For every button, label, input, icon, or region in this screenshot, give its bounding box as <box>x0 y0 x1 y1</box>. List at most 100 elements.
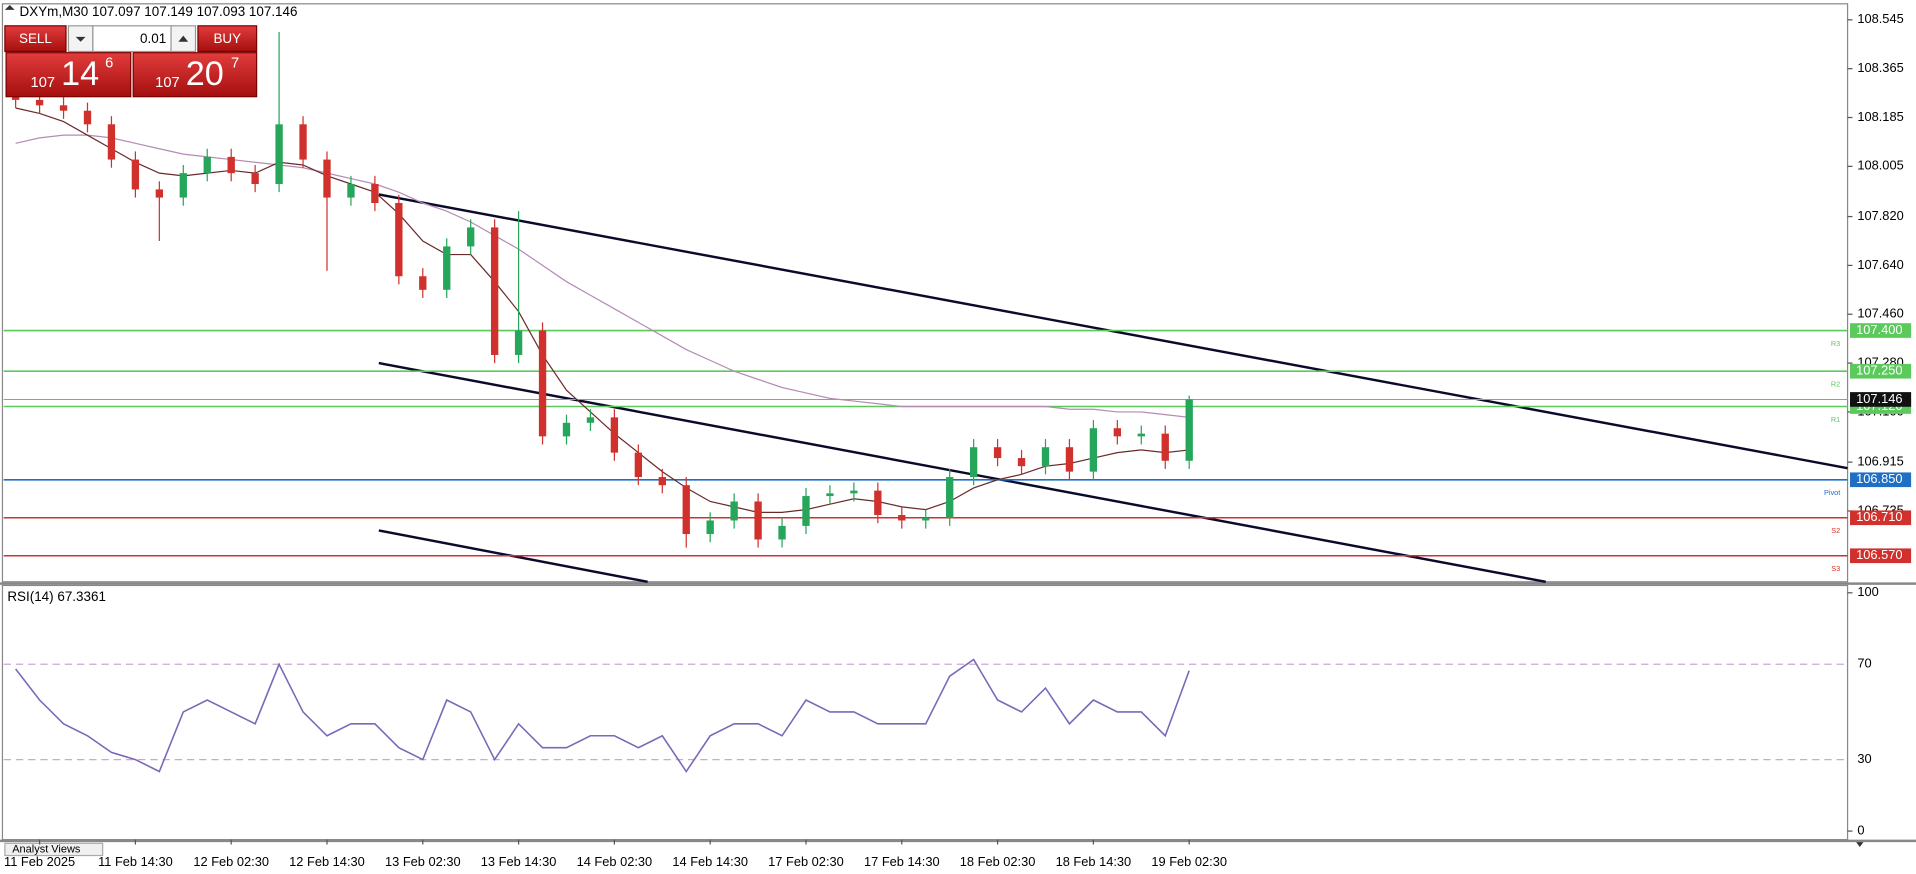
bid-box[interactable] <box>5 52 132 98</box>
arrow-icon <box>178 35 189 42</box>
buy-button[interactable] <box>197 25 258 53</box>
candle-body <box>826 493 834 497</box>
x-tick-label: 11 Feb 2025 <box>4 854 75 869</box>
candle-body <box>35 99 44 106</box>
tab[interactable] <box>4 842 104 857</box>
candle-body <box>730 501 738 521</box>
lot-value[interactable]: 0.01 <box>140 31 166 46</box>
candle-body <box>467 227 475 247</box>
ask-point: 7 <box>231 56 239 72</box>
y-tick-label: 108.005 <box>1857 158 1903 173</box>
bid-pips: 14 <box>61 55 99 93</box>
candle-body <box>59 105 68 111</box>
candle-body <box>323 159 331 198</box>
candle-body <box>1017 458 1026 467</box>
collapse-icon[interactable] <box>4 5 15 10</box>
candle-body <box>155 189 164 198</box>
candle-body <box>682 485 690 535</box>
lot-input[interactable] <box>92 25 172 53</box>
candle-body <box>802 496 810 526</box>
x-tick-label: 13 Feb 02:30 <box>385 854 461 869</box>
chart-title: DXYm,M30 107.097 107.149 107.093 107.146 <box>20 4 298 19</box>
candle-body <box>347 183 355 198</box>
main-frame <box>1 3 1849 583</box>
candle-body <box>514 330 523 355</box>
candle-body <box>227 156 235 174</box>
y-tick-label: 108.545 <box>1857 11 1903 26</box>
sell-label[interactable]: SELL <box>19 31 52 46</box>
y-tick-label: 0 <box>1857 822 1864 837</box>
candle-body <box>83 110 92 125</box>
level-badge <box>1850 323 1912 338</box>
candle-body <box>1113 428 1122 437</box>
footer-tab[interactable]: Analyst Views <box>12 843 81 855</box>
scroll-icon[interactable] <box>1856 842 1864 847</box>
level-badge <box>1850 510 1912 526</box>
candle-body <box>203 156 211 174</box>
y-tick-label: 100 <box>1857 584 1878 599</box>
level-badge <box>1850 548 1912 564</box>
candle-body <box>251 173 259 184</box>
bid-big: 107 <box>31 75 55 91</box>
y-tick-label: 107.820 <box>1857 208 1903 223</box>
candle-body <box>395 202 403 277</box>
x-tick-label: 12 Feb 02:30 <box>193 854 269 869</box>
ask-box[interactable] <box>132 52 258 98</box>
candle-body <box>969 447 978 478</box>
level-badge <box>1850 363 1912 379</box>
x-tick-label: 19 Feb 02:30 <box>1151 854 1227 869</box>
level-name: S3 <box>1831 564 1840 573</box>
x-tick-label: 14 Feb 14:30 <box>672 854 748 869</box>
level-label: 106.570 <box>1856 547 1902 562</box>
y-tick-label: 107.640 <box>1857 257 1903 272</box>
candle-body <box>1041 447 1050 467</box>
candle-body <box>610 417 619 453</box>
moving-average <box>15 107 1190 513</box>
candle-body <box>538 330 547 437</box>
y-tick-label: 107.460 <box>1857 306 1903 321</box>
candle-body <box>898 515 906 521</box>
candle-body <box>778 525 786 540</box>
candle-body <box>850 490 858 494</box>
x-tick-label: 17 Feb 02:30 <box>768 854 844 869</box>
candle-body <box>754 501 762 540</box>
candle-body <box>706 520 714 535</box>
level-label: 106.710 <box>1856 509 1902 524</box>
level-name: R2 <box>1831 380 1840 389</box>
y-tick-label: 106.915 <box>1857 454 1903 469</box>
y-tick-label: 108.365 <box>1857 60 1903 75</box>
candle-body <box>275 124 283 184</box>
current-price-label: 107.146 <box>1856 391 1902 406</box>
candle-body <box>634 452 643 478</box>
candle-body <box>443 246 451 290</box>
ask-pips: 20 <box>186 55 224 93</box>
y-tick-label: 70 <box>1857 656 1871 671</box>
candle-body <box>658 477 666 486</box>
candle-body <box>107 124 116 160</box>
indicator-title: RSI(14) 67.3361 <box>7 589 106 604</box>
level-name: S2 <box>1831 526 1840 535</box>
candle-body <box>299 124 307 160</box>
level-badge <box>1850 472 1912 488</box>
candle-body <box>131 159 140 190</box>
buy-label[interactable]: BUY <box>213 31 241 46</box>
x-tick-label: 18 Feb 02:30 <box>960 854 1036 869</box>
candle-body <box>922 517 930 521</box>
moving-average <box>15 134 1190 418</box>
y-tick-label: 108.185 <box>1857 109 1903 124</box>
candle-body <box>562 422 571 437</box>
level-name: R3 <box>1831 339 1840 348</box>
candle-body <box>371 183 379 203</box>
rsi-line <box>15 658 1190 773</box>
candle-body <box>874 490 882 516</box>
y-tick-label: 30 <box>1857 751 1871 766</box>
x-tick-label: 14 Feb 02:30 <box>577 854 653 869</box>
candle-body <box>1089 428 1098 472</box>
level-label: 106.850 <box>1856 471 1902 486</box>
level-label: 107.250 <box>1856 363 1902 378</box>
candle-body <box>1065 447 1074 472</box>
sell-button[interactable] <box>4 25 67 53</box>
